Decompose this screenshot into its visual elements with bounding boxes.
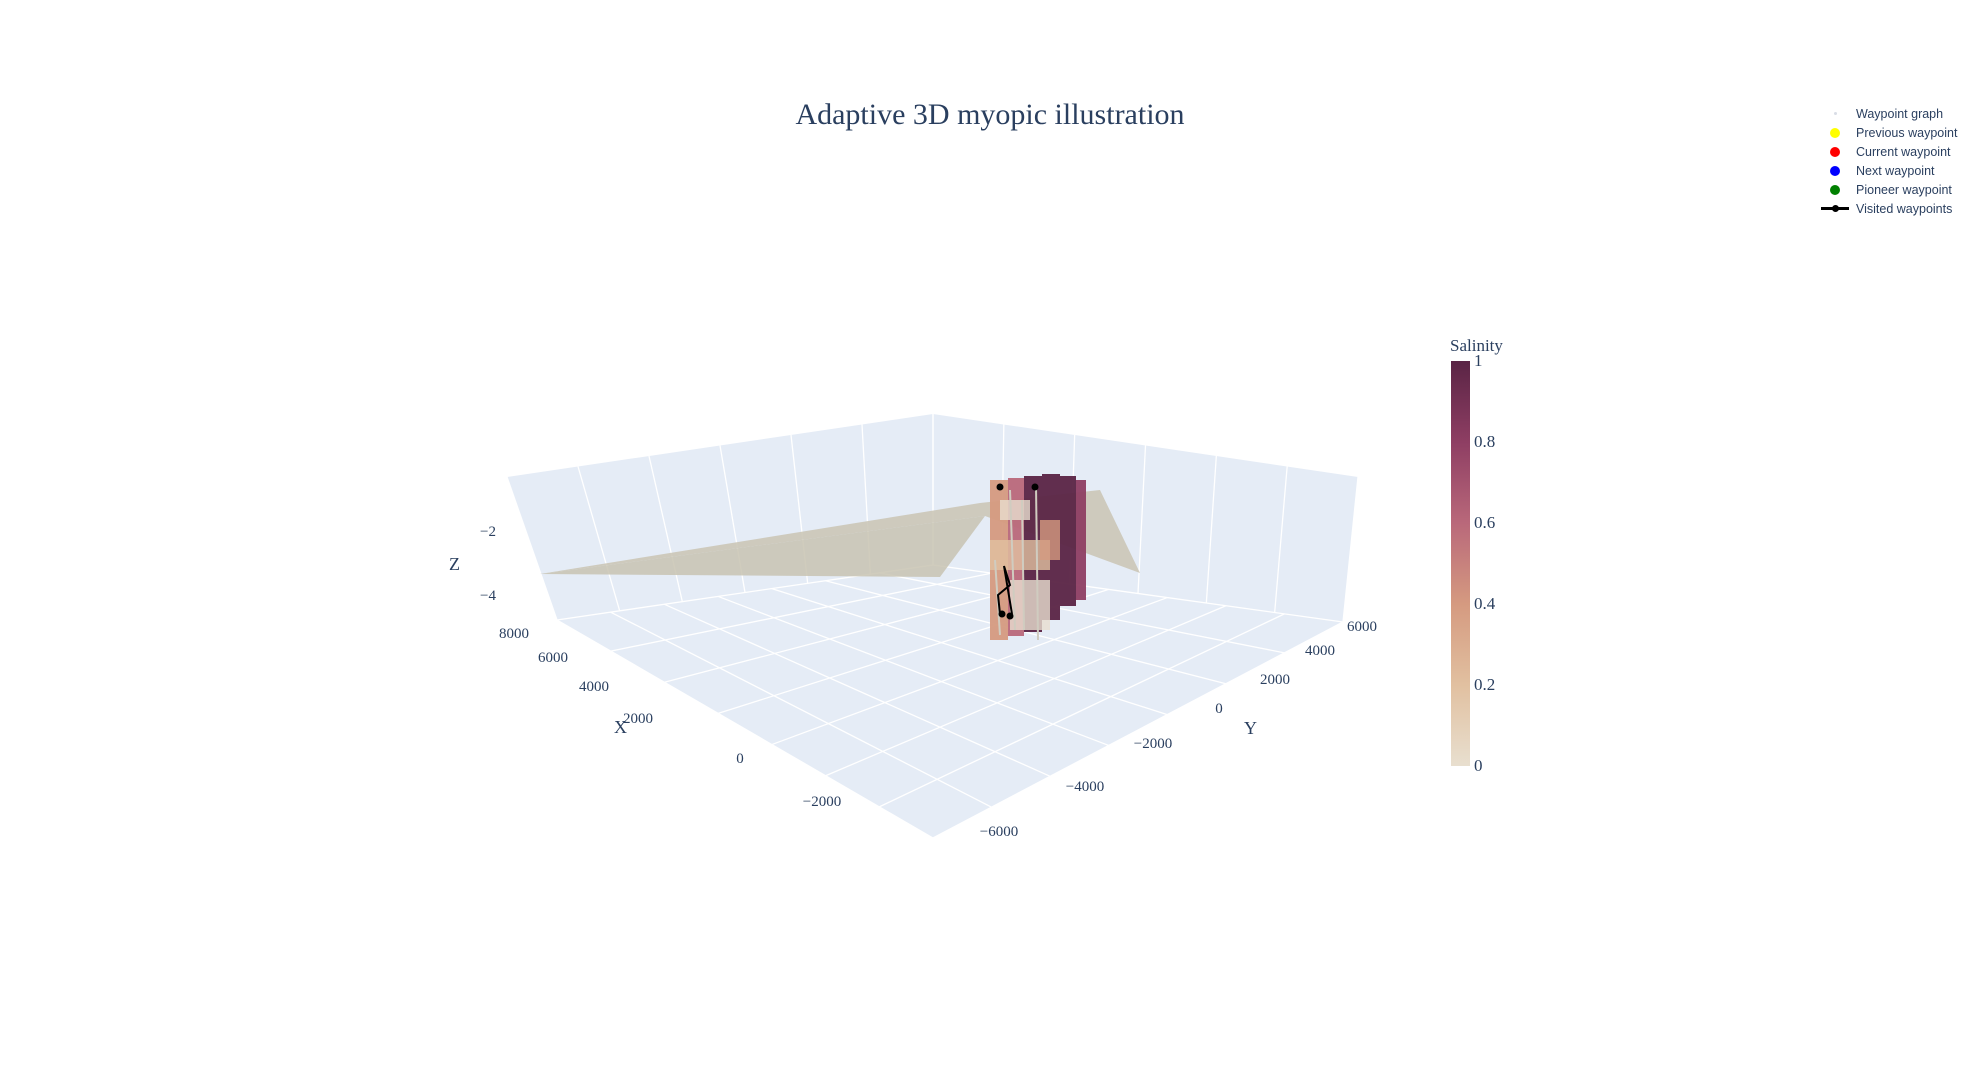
axis-labels: X Y Z — [449, 554, 1257, 738]
legend-label: Previous waypoint — [1856, 125, 1958, 140]
volume-patch — [1010, 580, 1050, 630]
z-tick-label: −4 — [480, 588, 496, 604]
visited-waypoint — [998, 610, 1006, 618]
waypoint-graph-edge — [1021, 499, 1025, 631]
legend-item[interactable]: Next waypoint — [1818, 161, 1957, 180]
legend-item[interactable]: Pioneer waypoint — [1818, 180, 1957, 199]
y-tick-label: 6000 — [1347, 619, 1377, 635]
y-tick-label: −2000 — [1134, 736, 1172, 752]
chart-title: Adaptive 3D myopic illustration — [795, 98, 1185, 131]
legend-label: Next waypoint — [1856, 163, 1935, 178]
x-tick-label: 8000 — [499, 626, 529, 642]
x-tick-label: 4000 — [579, 679, 609, 695]
colorbar-tick: 0.8 — [1474, 432, 1496, 451]
legend-item[interactable]: Visited waypoints — [1818, 199, 1957, 218]
grid-line-floor-a — [771, 596, 1168, 746]
volume-column — [1076, 480, 1086, 600]
legend-item[interactable]: Previous waypoint — [1818, 123, 1957, 142]
legend-label: Waypoint graph — [1856, 106, 1944, 121]
grid-line-floor-b — [825, 580, 1227, 685]
y-tick-label: −4000 — [1066, 779, 1104, 795]
grid-line-back-left — [577, 466, 621, 612]
visited-waypoint — [1006, 612, 1014, 620]
tick-labels: 8000 6000 4000 2000 0 −2000 6000 4000 2000 0 −2000… — [480, 524, 1377, 840]
visited-waypoint — [996, 483, 1004, 491]
grid-line-floor-b — [610, 611, 992, 808]
legend-label: Pioneer waypoint — [1856, 182, 1952, 197]
legend-swatch — [1818, 161, 1852, 180]
colorbar-tick: 0.6 — [1474, 513, 1496, 532]
colorbar-tick: 0.4 — [1474, 594, 1496, 613]
colorbar — [1451, 361, 1470, 766]
floor-plane — [557, 565, 1343, 838]
y-tick-label: 2000 — [1260, 672, 1290, 688]
salinity-plane-lower — [540, 516, 985, 577]
salinity-volume — [990, 474, 1086, 640]
grid-line-floor-b — [556, 619, 934, 839]
volume-patch — [1040, 520, 1060, 560]
volume-patch — [1000, 500, 1030, 520]
x-tick-label: −2000 — [803, 794, 841, 810]
waypoint-graph — [994, 483, 1039, 641]
grid-line-floor-b — [879, 572, 1285, 654]
grid-line-back-left — [648, 455, 683, 602]
grid-line-floor-b — [717, 595, 1109, 747]
y-tick-label: 0 — [1215, 701, 1223, 717]
waypoint-graph-edge — [1009, 489, 1016, 631]
data-layer — [540, 474, 1140, 641]
visited-waypoint — [1031, 483, 1039, 491]
x-tick-label: 2000 — [623, 711, 653, 727]
legend-item[interactable]: Current waypoint — [1818, 142, 1957, 161]
colorbar-tick: 0.2 — [1474, 675, 1496, 694]
grid-line-floor-a — [932, 621, 1344, 839]
y-tick-label: −6000 — [980, 824, 1018, 840]
legend-swatch — [1818, 199, 1852, 218]
x-tick-label: 6000 — [538, 650, 568, 666]
legend-swatch — [1818, 104, 1852, 123]
legend-swatch — [1818, 142, 1852, 161]
grid-line-floor-a — [610, 572, 992, 652]
grid-line-back-right — [1137, 445, 1147, 594]
grid-line-floor-a — [664, 580, 1051, 683]
grid-line-floor-b — [771, 587, 1168, 716]
grid-line-back-right — [1274, 466, 1288, 613]
legend: Waypoint graph Previous waypoint Current w… — [1818, 104, 1957, 218]
grid-line-back-right — [1342, 476, 1359, 623]
legend-label: Current waypoint — [1856, 144, 1951, 159]
waypoint-graph-edge — [1035, 484, 1039, 641]
colorbar-tick: 0 — [1474, 756, 1483, 775]
legend-swatch — [1818, 180, 1852, 199]
x-axis-title: X — [614, 717, 627, 737]
z-axis-title: Z — [449, 554, 460, 574]
x-tick-label: 0 — [736, 751, 744, 767]
y-axis-title: Y — [1244, 718, 1257, 738]
visited-waypoints-path — [996, 565, 1013, 615]
y-tick-label: 4000 — [1305, 643, 1335, 659]
colorbar-tick: 1 — [1474, 351, 1483, 370]
legend-swatch — [1818, 123, 1852, 142]
legend-label: Visited waypoints — [1856, 201, 1953, 216]
grid-line-floor-b — [664, 603, 1051, 777]
grid-line-floor-a — [825, 605, 1227, 777]
grid-line-back-right — [1205, 455, 1217, 604]
legend-item[interactable]: Waypoint graph — [1818, 104, 1957, 123]
volume-column — [1060, 476, 1076, 606]
z-tick-label: −2 — [480, 524, 496, 540]
colorbar-title: Salinity — [1450, 336, 1503, 355]
grid-line-floor-a — [879, 613, 1285, 808]
grid-line-back-left — [506, 476, 558, 621]
